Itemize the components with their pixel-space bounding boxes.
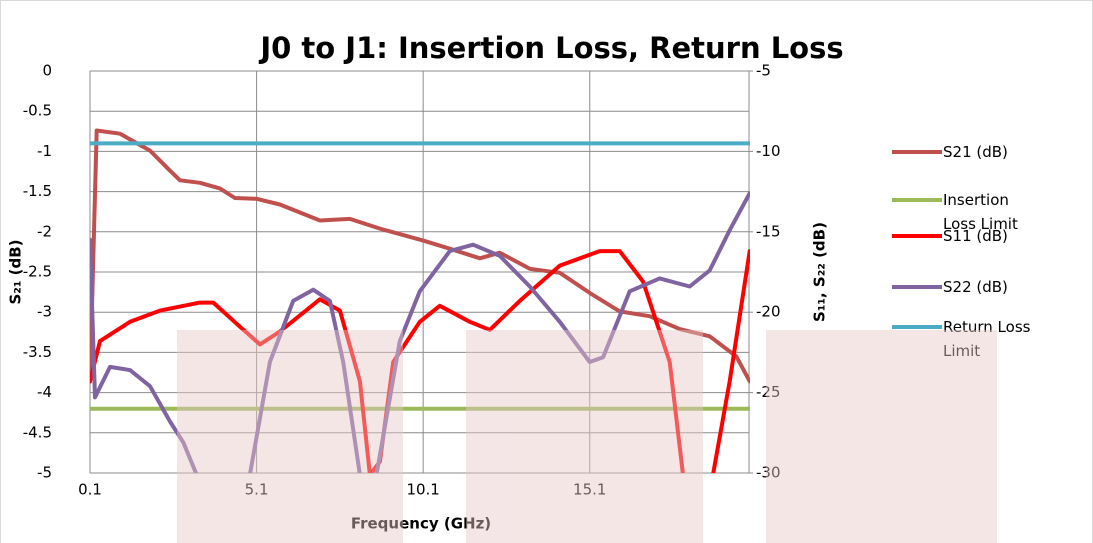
x-tick-label: 0.1	[78, 481, 102, 499]
y2-axis-title: S₁₁, S₂₂ (dB)	[811, 222, 829, 322]
y-tick-label: -0.5	[23, 102, 52, 120]
legend-label: Insertion Loss Limit	[943, 191, 1018, 233]
x-tick-label: 15.1	[573, 481, 606, 499]
legend-entry: Return Loss Limit	[943, 318, 1031, 360]
legend-entry: S22 (dB)	[943, 278, 1008, 296]
series-line	[90, 128, 750, 384]
overlay-boxes	[177, 330, 997, 543]
overlay-box	[466, 330, 703, 543]
y2-tick-label: -15	[756, 222, 781, 240]
series-line	[90, 191, 750, 473]
grid	[89, 70, 753, 474]
y2-tick-label: -30	[756, 464, 781, 482]
series-line	[90, 249, 750, 473]
legend-entry: Insertion Loss Limit	[943, 191, 1018, 233]
x-tick-label: 10.1	[406, 481, 439, 499]
y2-tick-label: -10	[756, 142, 781, 160]
legend-label: S21 (dB)	[943, 143, 1008, 161]
y-tick-label: -1	[37, 142, 52, 160]
legend-entry: S11 (dB)	[943, 227, 1008, 245]
y2-tick-label: -5	[756, 62, 771, 80]
plot-area	[90, 128, 750, 473]
chart-title: J0 to J1: Insertion Loss, Return Loss	[258, 31, 843, 65]
y-tick-label: -5	[37, 464, 52, 482]
overlay-box	[766, 330, 997, 543]
y2-tick-label: -20	[756, 303, 781, 321]
y-tick-label: -4.5	[23, 423, 52, 441]
y-tick-label: -3	[37, 303, 52, 321]
y-tick-label: -3.5	[23, 343, 52, 361]
y-tick-label: 0	[42, 62, 52, 80]
legend-entry: S21 (dB)	[943, 143, 1008, 161]
y-tick-label: -2.5	[23, 263, 52, 281]
x-axis-title: Frequency (GHz)	[351, 515, 491, 533]
legend-label: S22 (dB)	[943, 278, 1008, 296]
legend-label: Return Loss Limit	[943, 318, 1031, 360]
labels: 0 -0.5 -1 -1.5 -2 -2.5 -3 -3.5 -4 -4.5 -5 -5 -10 -15 -…	[23, 62, 781, 499]
x-tick-label: 5.1	[245, 481, 269, 499]
y2-tick-label: -25	[756, 383, 781, 401]
overlay-box	[177, 330, 403, 543]
legend-label: S11 (dB)	[943, 227, 1008, 245]
y-tick-label: -4	[37, 383, 52, 401]
y-tick-label: -2	[37, 222, 52, 240]
y-tick-label: -1.5	[23, 182, 52, 200]
y-axis-title: S₂₁ (dB)	[7, 239, 25, 304]
